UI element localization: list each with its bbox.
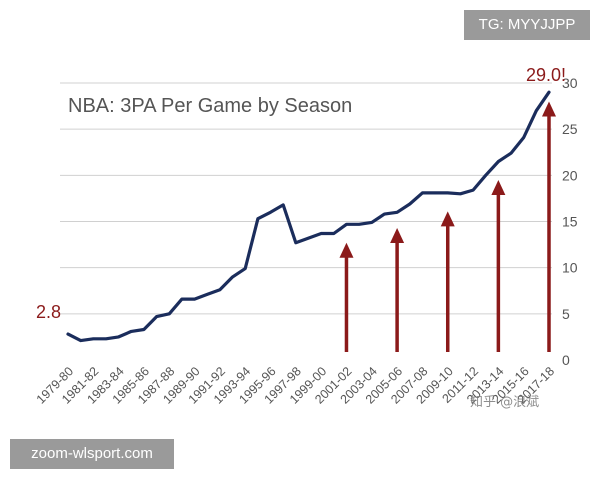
annotations: 2.8 29.0! — [36, 65, 566, 322]
chart-title: NBA: 3PA Per Game by Season — [68, 95, 352, 117]
data-point — [421, 191, 424, 195]
watermark-text: 知乎 @浪斌 — [470, 394, 539, 410]
data-point — [395, 211, 399, 214]
data-point — [446, 191, 449, 195]
y-tick-label: 5 — [562, 306, 570, 322]
data-point — [370, 221, 373, 224]
data-point — [319, 232, 323, 235]
arrow-head — [339, 242, 354, 258]
data-point — [130, 330, 133, 333]
data-point — [104, 337, 108, 340]
data-point — [459, 192, 462, 195]
arrow-head — [390, 227, 405, 243]
data-point — [269, 211, 272, 214]
data-point — [383, 212, 386, 216]
data-point — [294, 241, 298, 244]
y-tick-label: 30 — [562, 75, 578, 91]
data-point — [155, 315, 158, 318]
data-point — [497, 160, 500, 163]
data-point — [484, 174, 487, 177]
data-point — [408, 202, 411, 206]
y-tick-label: 0 — [562, 352, 570, 368]
y-tick-label: 20 — [562, 167, 578, 183]
data-point — [433, 191, 437, 195]
data-point — [332, 232, 336, 235]
data-point — [307, 236, 310, 240]
data-point — [231, 275, 234, 279]
data-point — [142, 328, 146, 331]
data-point — [79, 339, 82, 342]
annotation-label: 2.8 — [36, 302, 61, 322]
data-point — [66, 332, 70, 336]
data-point — [256, 217, 260, 220]
data-point — [535, 109, 538, 112]
arrow-head — [542, 101, 556, 117]
arrow-head — [440, 211, 455, 227]
y-tick-label: 25 — [562, 121, 578, 137]
data-point — [168, 312, 171, 316]
data-point — [244, 267, 247, 270]
arrow — [542, 101, 556, 352]
y-tick-labels: 0 5 10 15 20 25 30 — [562, 75, 578, 368]
arrow — [339, 242, 354, 352]
data-point — [193, 297, 196, 301]
data-point — [92, 337, 95, 340]
arrows — [339, 101, 556, 352]
data-point — [180, 297, 184, 301]
tag-label: TG: MYYJJPP — [464, 10, 590, 40]
arrow — [491, 179, 506, 352]
data-point — [547, 91, 551, 94]
data-point — [117, 335, 120, 339]
data-point — [206, 293, 209, 296]
arrow — [440, 211, 455, 352]
arrow-head — [491, 179, 506, 195]
gridlines — [60, 82, 552, 315]
series-layer — [66, 90, 551, 343]
data-point — [509, 151, 513, 155]
data-point — [218, 288, 222, 292]
site-label: zoom-wlsport.com — [10, 439, 174, 469]
arrow — [390, 227, 405, 352]
data-point — [471, 188, 475, 192]
data-point — [522, 136, 525, 139]
annotation-label: 29.0! — [526, 65, 566, 85]
data-point — [345, 223, 348, 226]
y-tick-label: 15 — [562, 214, 578, 230]
y-tick-label: 10 — [562, 260, 578, 276]
data-point — [281, 203, 285, 207]
data-point — [357, 223, 361, 226]
